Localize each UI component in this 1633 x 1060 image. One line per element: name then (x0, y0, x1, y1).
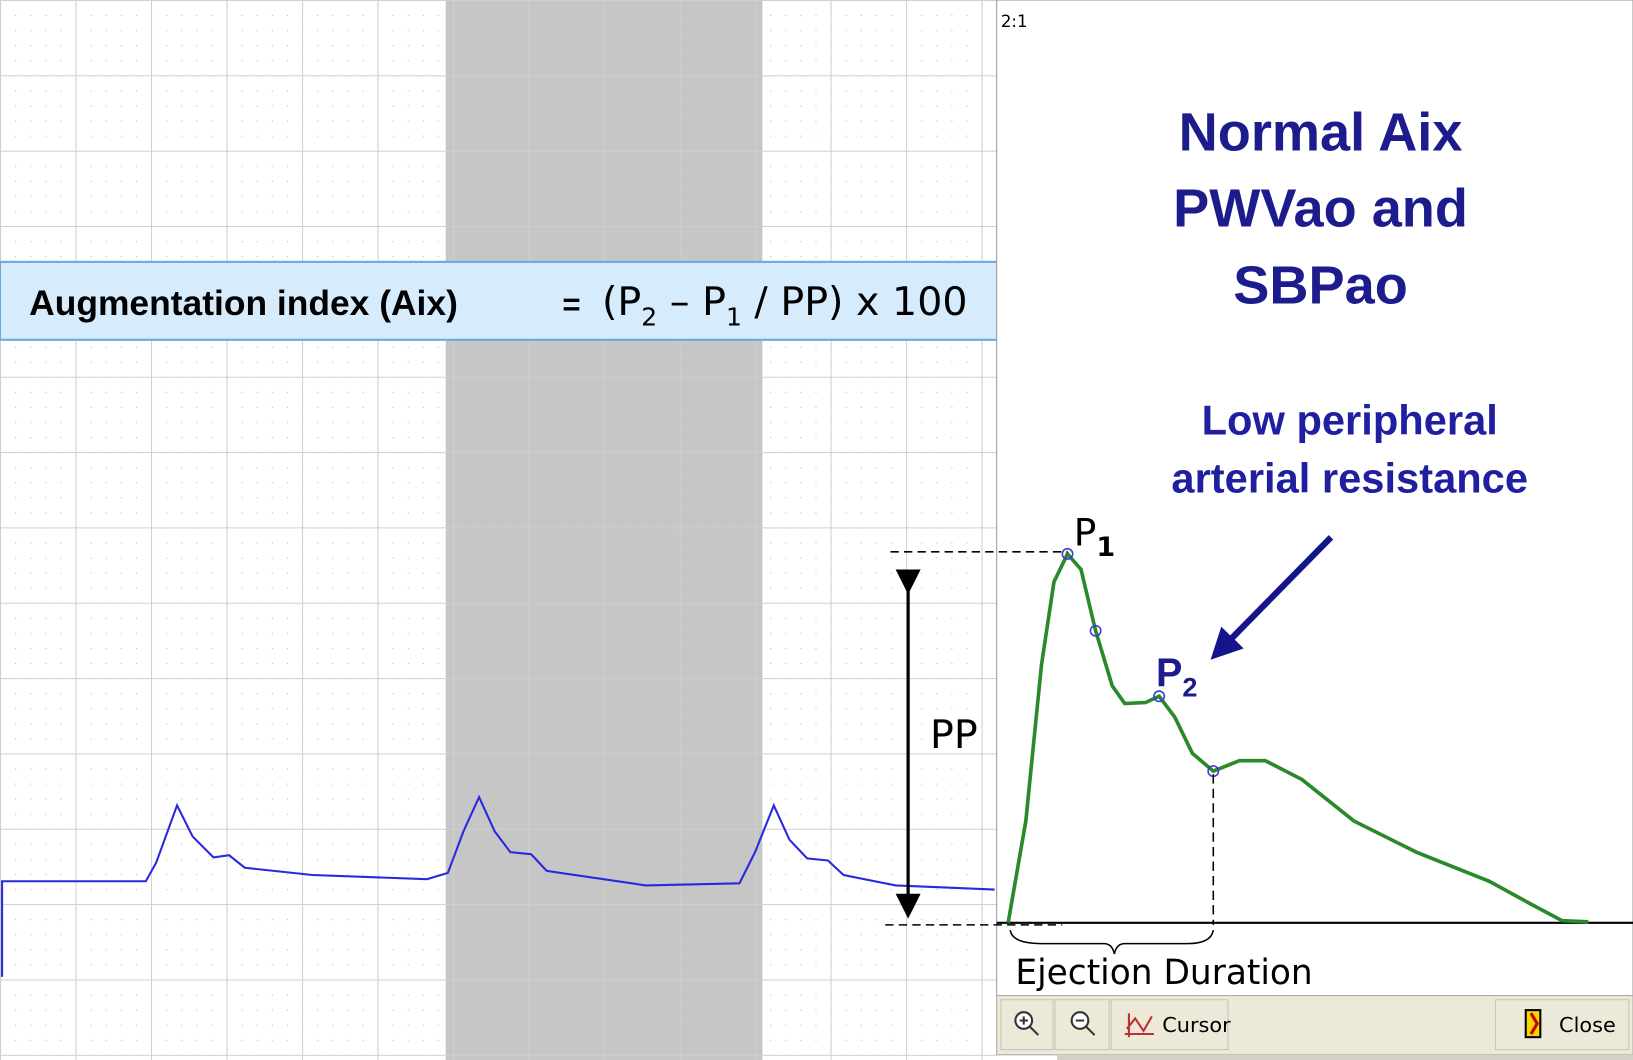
ejection-label: Ejection Duration (1015, 953, 1312, 993)
close-label: Close (1559, 1013, 1616, 1037)
annotation-line: arterial resistance (1171, 455, 1528, 502)
zoom-in-button[interactable] (1000, 999, 1054, 1051)
annotation-line: Low peripheral (1202, 396, 1498, 443)
formula-expression: (P2 – P1 / PP) x 100 (602, 279, 968, 331)
formula-label: Augmentation index (Aix) (29, 284, 458, 323)
toolbar: Cursor Close (996, 995, 1633, 1060)
cursor-button[interactable]: Cursor (1110, 999, 1231, 1051)
zoom-out-button[interactable] (1054, 999, 1110, 1051)
p2-label: P2 (1156, 651, 1197, 702)
pulse-wave (1006, 550, 1589, 924)
close-button[interactable]: Close (1495, 999, 1630, 1051)
title-line: PWVao and (1173, 179, 1468, 239)
pp-label: PP (930, 712, 978, 758)
detail-panel: 2:1 Normal Aix PWVao and SBPao Low perip… (996, 0, 1633, 997)
title-line: Normal Aix (1179, 103, 1463, 163)
waveform-grid (0, 0, 997, 1060)
formula-box: Augmentation index (Aix) = (P2 – P1 / PP… (0, 260, 1043, 341)
title-line: SBPao (1233, 256, 1407, 316)
cursor-label: Cursor (1162, 1013, 1231, 1037)
panel-label: 2:1 (1001, 12, 1028, 31)
arrow (1210, 535, 1334, 660)
p1-label: P1 (1074, 511, 1115, 563)
formula-equals: = (562, 287, 580, 322)
